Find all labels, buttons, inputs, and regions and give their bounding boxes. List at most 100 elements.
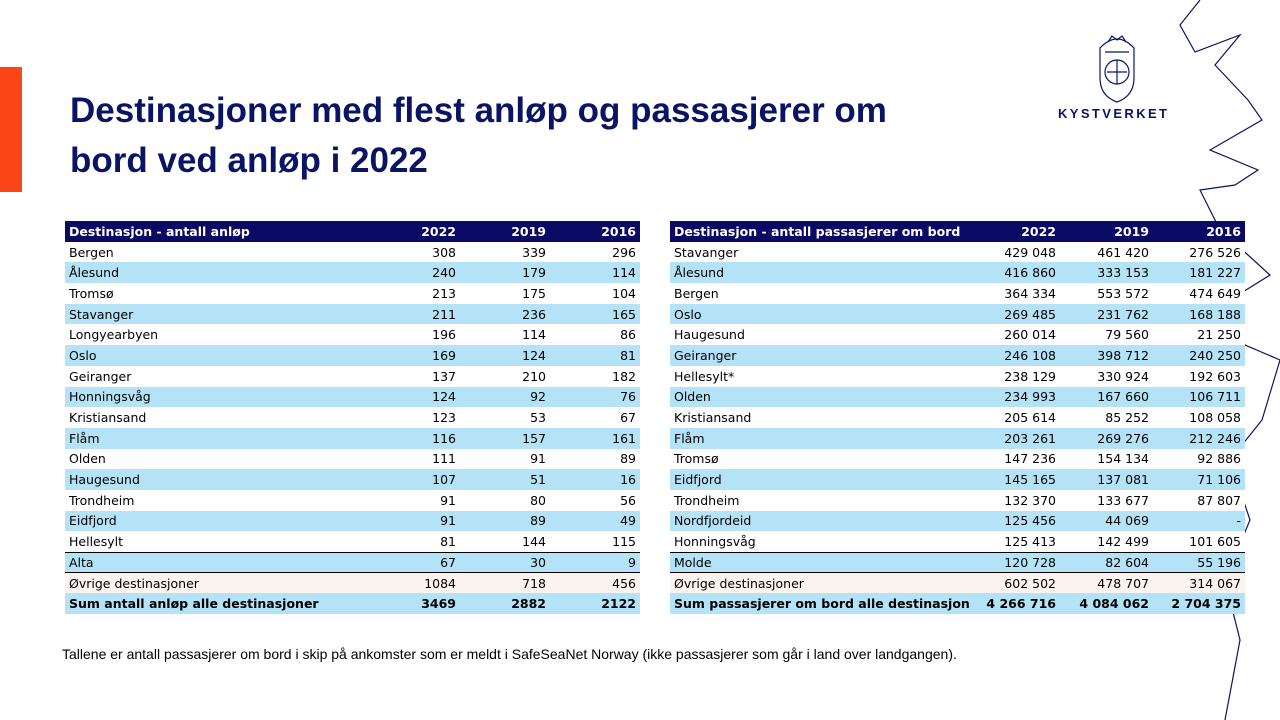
cell: 86 xyxy=(550,324,640,346)
cell: 429 048 xyxy=(970,241,1060,263)
cell: 3469 xyxy=(370,593,460,615)
data-table: Destinasjon - antall passasjerer om bord… xyxy=(670,221,1245,615)
cell: Stavanger xyxy=(65,303,370,325)
column-header: 2016 xyxy=(1153,221,1245,242)
column-header: 2016 xyxy=(550,221,640,242)
table-row: Kristiansand 123 53 67 xyxy=(65,407,640,428)
cell: 276 526 xyxy=(1153,241,1245,263)
cell: 192 603 xyxy=(1153,365,1245,387)
cell: Stavanger xyxy=(670,241,970,263)
cell: 108 058 xyxy=(1153,407,1245,428)
cell: Øvrige destinasjoner xyxy=(65,572,370,594)
cell: 76 xyxy=(550,386,640,408)
cell: Oslo xyxy=(670,303,970,325)
cell: 269 485 xyxy=(970,303,1060,325)
cell: 30 xyxy=(460,551,550,573)
table-row: Hellesylt 81 144 115 xyxy=(65,531,640,552)
table-row: Geiranger 137 210 182 xyxy=(65,365,640,387)
table-row: Flåm 203 261 269 276 212 246 xyxy=(670,427,1245,449)
header-row: Destinasjon - antall anløp 2022 2019 2016 xyxy=(65,221,640,242)
cell: Eidfjord xyxy=(65,510,370,532)
cell: 212 246 xyxy=(1153,427,1245,449)
cell: 114 xyxy=(550,262,640,284)
cell: 56 xyxy=(550,489,640,511)
other-row: Øvrige destinasjoner 1084 718 456 xyxy=(65,572,640,594)
table-row: Alta 67 30 9 xyxy=(65,551,640,573)
cell: 169 xyxy=(370,345,460,366)
table-row: Hellesylt* 238 129 330 924 192 603 xyxy=(670,365,1245,387)
cell: 478 707 xyxy=(1060,572,1153,594)
cell: 137 081 xyxy=(1060,469,1153,490)
column-header: Destinasjon - antall anløp xyxy=(65,221,370,242)
cell: 330 924 xyxy=(1060,365,1153,387)
cell: 4 266 716 xyxy=(970,593,1060,615)
cell: 81 xyxy=(370,531,460,552)
table-row: Tromsø 213 175 104 xyxy=(65,283,640,304)
cell: 144 xyxy=(460,531,550,552)
cell: 101 605 xyxy=(1153,531,1245,552)
table-row: Eidfjord 91 89 49 xyxy=(65,510,640,532)
cell: 179 xyxy=(460,262,550,284)
cell: Ålesund xyxy=(65,262,370,284)
cell: 234 993 xyxy=(970,386,1060,408)
cell: 154 134 xyxy=(1060,448,1153,470)
cell: Molde xyxy=(670,551,970,573)
cell: 79 560 xyxy=(1060,324,1153,346)
cell: 213 xyxy=(370,283,460,304)
cell: 133 677 xyxy=(1060,489,1153,511)
cell: Bergen xyxy=(65,241,370,263)
cell: 181 227 xyxy=(1153,262,1245,284)
cell: 142 499 xyxy=(1060,531,1153,552)
cell: 53 xyxy=(460,407,550,428)
cell: 116 xyxy=(370,427,460,449)
accent-bar xyxy=(0,67,22,192)
cell: 114 xyxy=(460,324,550,346)
cell: 246 108 xyxy=(970,345,1060,366)
table-row: Stavanger 429 048 461 420 276 526 xyxy=(670,241,1245,263)
cell: 21 250 xyxy=(1153,324,1245,346)
table-row: Geiranger 246 108 398 712 240 250 xyxy=(670,345,1245,366)
cell: Geiranger xyxy=(65,365,370,387)
cell: 461 420 xyxy=(1060,241,1153,263)
cell: Honningsvåg xyxy=(670,531,970,552)
table-row: Molde 120 728 82 604 55 196 xyxy=(670,551,1245,573)
cell: 104 xyxy=(550,283,640,304)
cell: 602 502 xyxy=(970,572,1060,594)
cell: 260 014 xyxy=(970,324,1060,346)
cell: 165 xyxy=(550,303,640,325)
cell: 16 xyxy=(550,469,640,490)
cell: 2882 xyxy=(460,593,550,615)
cell: Tromsø xyxy=(670,448,970,470)
cell: 44 069 xyxy=(1060,510,1153,532)
cell: 168 188 xyxy=(1153,303,1245,325)
cell: 238 129 xyxy=(970,365,1060,387)
column-header: 2022 xyxy=(970,221,1060,242)
cell: Flåm xyxy=(65,427,370,449)
cell: 416 860 xyxy=(970,262,1060,284)
cell: Honningsvåg xyxy=(65,386,370,408)
cell: 91 xyxy=(370,489,460,511)
cell: Oslo xyxy=(65,345,370,366)
cell: 71 106 xyxy=(1153,469,1245,490)
cell: Nordfjordeid xyxy=(670,510,970,532)
cell: 132 370 xyxy=(970,489,1060,511)
table-row: Nordfjordeid 125 456 44 069- xyxy=(670,510,1245,532)
cell: 85 252 xyxy=(1060,407,1153,428)
column-header: 2019 xyxy=(460,221,550,242)
cell: 81 xyxy=(550,345,640,366)
cell: 364 334 xyxy=(970,283,1060,304)
total-row: Sum passasjerer om bord alle destinasjon… xyxy=(670,593,1245,615)
cell: 4 084 062 xyxy=(1060,593,1153,615)
cell: 231 762 xyxy=(1060,303,1153,325)
header-row: Destinasjon - antall passasjerer om bord… xyxy=(670,221,1245,242)
cell: 175 xyxy=(460,283,550,304)
cell: Trondheim xyxy=(670,489,970,511)
cell: 125 456 xyxy=(970,510,1060,532)
cell: Geiranger xyxy=(670,345,970,366)
cell: 161 xyxy=(550,427,640,449)
table-row: Olden 234 993 167 660 106 711 xyxy=(670,386,1245,408)
cell: 210 xyxy=(460,365,550,387)
cell: 123 xyxy=(370,407,460,428)
column-header: Destinasjon - antall passasjerer om bord xyxy=(670,221,970,242)
